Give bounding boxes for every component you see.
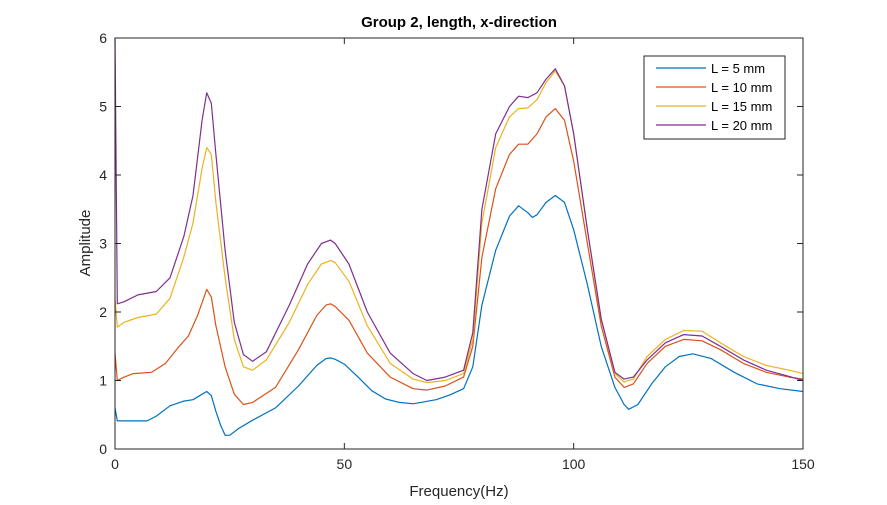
y-tick-label: 3: [99, 236, 107, 252]
chart-title: Group 2, length, x-direction: [361, 14, 557, 31]
y-tick-label: 0: [99, 441, 107, 457]
legend: L = 5 mm L = 10 mm L = 15 mm L = 20 mm: [643, 55, 786, 140]
x-axis-label: Frequency(Hz): [409, 483, 508, 500]
x-tick-label: 0: [111, 456, 119, 472]
series-line-4: [114, 37, 804, 382]
legend-label-3: L = 15 mm: [711, 99, 772, 114]
axis-ticks: 0 50 100 150 0 1 2 3 4 5 6: [99, 30, 815, 472]
x-tick-label: 50: [337, 456, 353, 472]
x-tick-label: 150: [791, 456, 815, 472]
y-tick-label: 1: [99, 373, 107, 389]
x-tick-label: 100: [562, 456, 586, 472]
y-tick-label: 5: [99, 99, 107, 115]
y-tick-label: 4: [99, 167, 107, 183]
legend-label-1: L = 5 mm: [711, 61, 765, 76]
series-line-2: [114, 107, 804, 406]
series-lines: [114, 37, 804, 436]
y-tick-label: 6: [99, 30, 107, 46]
y-axis-label: Amplitude: [77, 210, 94, 277]
series-line-1: [114, 194, 804, 436]
series-line-3: [114, 70, 804, 384]
y-tick-label: 2: [99, 304, 107, 320]
legend-label-2: L = 10 mm: [711, 80, 772, 95]
legend-label-4: L = 20 mm: [711, 118, 772, 133]
